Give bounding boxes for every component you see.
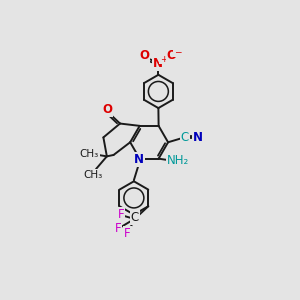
Text: F: F — [124, 227, 131, 240]
Text: O: O — [167, 50, 177, 62]
Text: C: C — [181, 131, 189, 144]
Text: N: N — [193, 131, 203, 144]
Text: F: F — [118, 208, 124, 221]
Text: C: C — [131, 211, 139, 224]
Text: N: N — [134, 153, 144, 166]
Text: NH₂: NH₂ — [167, 154, 189, 167]
Text: +: + — [160, 55, 167, 64]
Text: N: N — [153, 57, 164, 70]
Text: O: O — [102, 103, 112, 116]
Text: −: − — [174, 48, 181, 57]
Text: O: O — [140, 50, 149, 62]
Text: CH₃: CH₃ — [83, 170, 103, 180]
Text: CH₃: CH₃ — [80, 148, 99, 159]
Text: F: F — [115, 222, 121, 235]
